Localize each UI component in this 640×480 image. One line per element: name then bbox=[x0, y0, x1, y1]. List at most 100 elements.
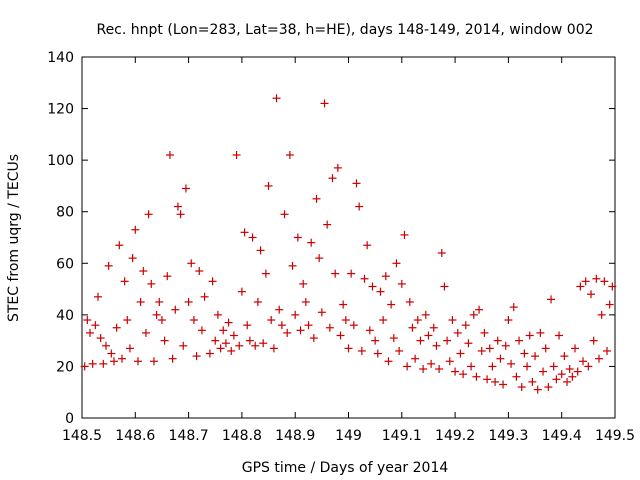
data-point bbox=[211, 336, 220, 345]
data-point bbox=[112, 323, 121, 332]
data-point bbox=[379, 316, 388, 325]
data-point bbox=[259, 339, 268, 348]
data-point bbox=[149, 357, 158, 366]
data-point bbox=[107, 349, 116, 358]
data-point bbox=[392, 259, 401, 268]
data-point bbox=[424, 331, 433, 340]
data-point bbox=[552, 375, 561, 384]
data-point bbox=[117, 354, 126, 363]
data-point bbox=[192, 352, 201, 361]
data-point bbox=[453, 328, 462, 337]
data-point bbox=[328, 174, 337, 183]
data-point bbox=[491, 377, 500, 386]
data-point bbox=[93, 292, 102, 301]
data-point bbox=[307, 238, 316, 247]
data-point bbox=[245, 336, 254, 345]
data-point bbox=[499, 380, 508, 389]
data-point bbox=[171, 305, 180, 314]
data-point bbox=[501, 341, 510, 350]
data-point bbox=[403, 362, 412, 371]
y-tick-label: 120 bbox=[47, 102, 74, 118]
data-point bbox=[389, 334, 398, 343]
data-point bbox=[243, 321, 252, 330]
data-point bbox=[528, 377, 537, 386]
data-point bbox=[587, 290, 596, 299]
data-point bbox=[139, 267, 148, 276]
data-point bbox=[165, 150, 174, 159]
data-point bbox=[517, 383, 526, 392]
data-point bbox=[384, 357, 393, 366]
data-point bbox=[251, 341, 260, 350]
plot-border bbox=[81, 56, 616, 419]
data-point bbox=[467, 362, 476, 371]
data-point bbox=[299, 279, 308, 288]
data-point bbox=[416, 336, 425, 345]
data-point bbox=[104, 261, 113, 270]
data-point bbox=[525, 331, 534, 340]
data-point bbox=[485, 344, 494, 353]
data-point bbox=[344, 344, 353, 353]
data-point bbox=[256, 246, 265, 255]
data-point bbox=[272, 94, 281, 103]
data-point bbox=[520, 349, 529, 358]
data-point bbox=[605, 300, 614, 309]
data-point bbox=[429, 323, 438, 332]
data-point bbox=[512, 372, 521, 381]
data-point bbox=[309, 334, 318, 343]
data-point bbox=[408, 323, 417, 332]
data-point bbox=[280, 210, 289, 219]
y-tick-label: 140 bbox=[47, 50, 74, 66]
data-point bbox=[248, 233, 257, 242]
data-point bbox=[597, 310, 606, 319]
data-point bbox=[141, 328, 150, 337]
x-tick-label: 148.8 bbox=[222, 428, 262, 444]
data-point bbox=[421, 310, 430, 319]
data-point bbox=[296, 326, 305, 335]
data-point bbox=[395, 346, 404, 355]
data-point bbox=[200, 292, 209, 301]
data-point bbox=[509, 303, 518, 312]
data-point bbox=[507, 359, 516, 368]
data-point bbox=[515, 336, 524, 345]
data-point bbox=[275, 305, 284, 314]
x-tick-label: 149.5 bbox=[595, 428, 635, 444]
data-point bbox=[448, 316, 457, 325]
data-point bbox=[368, 282, 377, 291]
x-tick-label: 149.2 bbox=[435, 428, 475, 444]
data-point bbox=[387, 300, 396, 309]
x-tick-label: 149 bbox=[335, 428, 362, 444]
data-point bbox=[293, 233, 302, 242]
data-point bbox=[109, 357, 118, 366]
data-point bbox=[144, 210, 153, 219]
data-point bbox=[99, 359, 108, 368]
data-point bbox=[445, 357, 454, 366]
y-tick-label: 60 bbox=[56, 256, 74, 272]
data-point bbox=[365, 326, 374, 335]
data-point bbox=[205, 349, 214, 358]
data-point bbox=[277, 321, 286, 330]
data-point bbox=[435, 365, 444, 374]
data-point bbox=[213, 310, 222, 319]
data-point bbox=[565, 365, 574, 374]
data-point bbox=[315, 254, 324, 263]
data-point bbox=[563, 377, 572, 386]
data-point bbox=[336, 331, 345, 340]
data-point bbox=[413, 316, 422, 325]
data-point bbox=[437, 248, 446, 257]
data-point bbox=[152, 310, 161, 319]
data-point bbox=[323, 220, 332, 229]
data-point bbox=[176, 210, 185, 219]
data-point bbox=[581, 277, 590, 286]
data-point bbox=[533, 385, 542, 394]
data-point bbox=[83, 316, 92, 325]
data-point bbox=[557, 370, 566, 379]
y-tick-label: 100 bbox=[47, 153, 74, 169]
plot-frame bbox=[81, 56, 616, 419]
data-point bbox=[227, 346, 236, 355]
data-point bbox=[195, 267, 204, 276]
data-point bbox=[237, 287, 246, 296]
data-point bbox=[184, 297, 193, 306]
data-point bbox=[341, 316, 350, 325]
data-point bbox=[432, 341, 441, 350]
